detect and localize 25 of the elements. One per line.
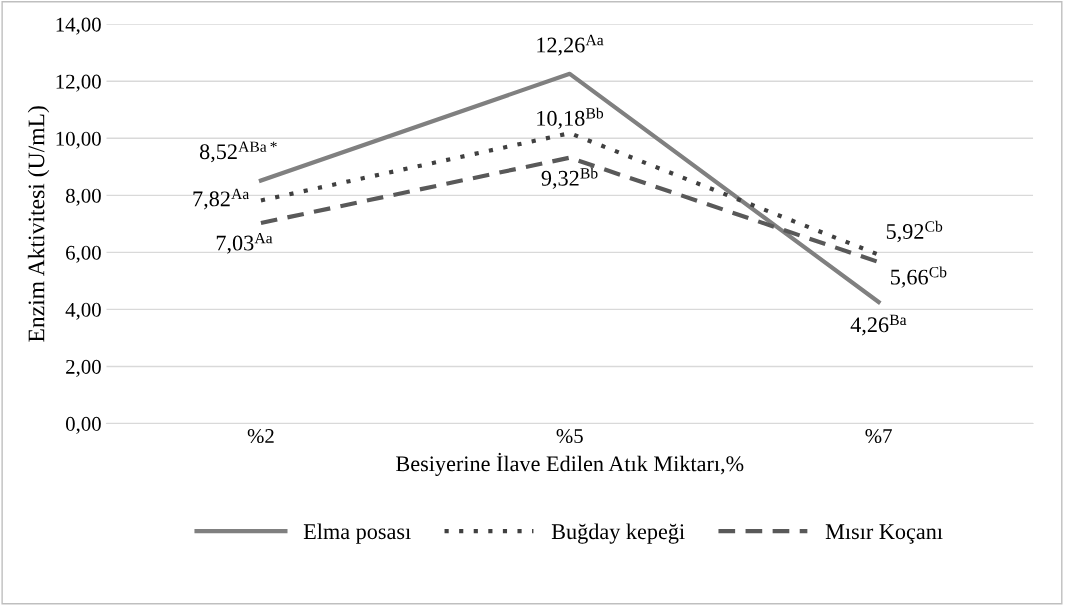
x-tick-label: %2 xyxy=(247,428,274,444)
data-label: 7,03$^{Aa}$ xyxy=(216,232,273,254)
legend-label: Elma posası xyxy=(303,523,411,544)
y-tick-label: 10,00 xyxy=(56,131,101,149)
y-tick-label: 12,00 xyxy=(56,74,101,92)
y-tick-label: 8,00 xyxy=(65,188,101,206)
data-label: 9,32$^{Bb}$ xyxy=(541,167,598,189)
data-label: 7,82$^{Aa}$ xyxy=(193,188,250,210)
data-label: 4,26$^{Ba}$ xyxy=(850,314,907,336)
x-tick-label: %7 xyxy=(865,428,892,444)
y-tick-label: 0,00 xyxy=(65,416,101,434)
y-tick-label: 6,00 xyxy=(66,245,101,263)
data-label: 10,18$^{Bb}$ xyxy=(537,107,604,129)
legend-label: Mısır Koçanı xyxy=(825,524,943,544)
y-tick-label: 14,00 xyxy=(56,17,101,35)
data-label: 5,92$^{Cb}$ xyxy=(886,220,943,243)
y-axis-title: Enzim Aktivitesi (U/mL) xyxy=(27,106,50,342)
legend-label: Buğday kepeği xyxy=(551,523,685,544)
y-tick-label: 4,00 xyxy=(65,302,101,320)
x-tick-label: %5 xyxy=(556,428,583,444)
data-label: 8,52$^{ABa*}$ xyxy=(199,141,277,163)
x-axis-title: Besiyerine İlave Edilen Atık Miktarı,% xyxy=(396,452,744,476)
data-label: 12,26$^{Aa}$ xyxy=(537,34,604,56)
y-tick-label: 2,00 xyxy=(66,359,101,377)
data-label: 5,66$^{Cb}$ xyxy=(891,266,947,288)
